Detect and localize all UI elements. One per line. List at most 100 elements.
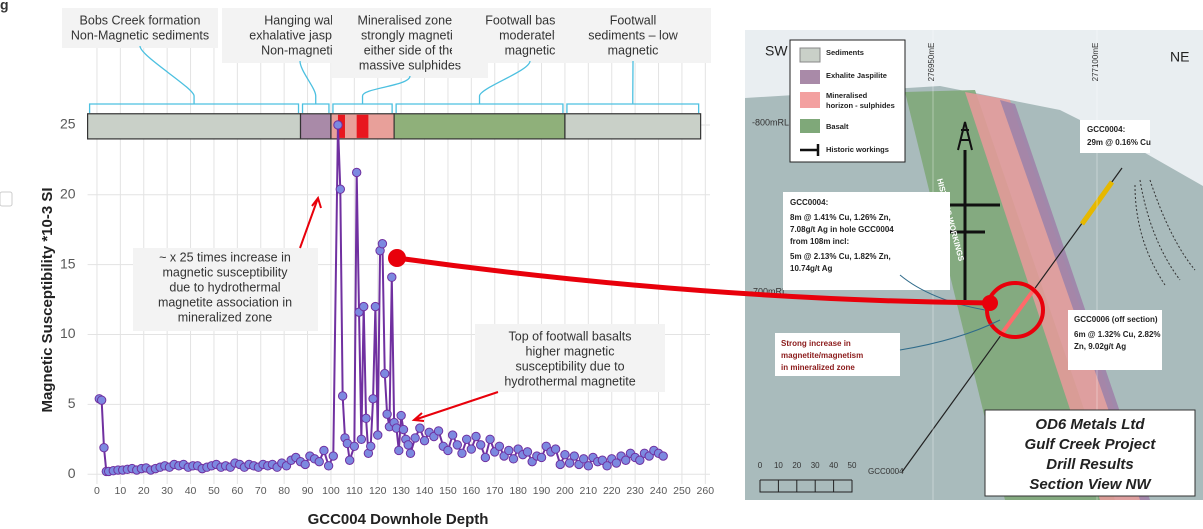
annotation-arrow — [411, 391, 499, 422]
x-tick-label: 120 — [369, 485, 387, 497]
section-title: Gulf Creek Project — [1025, 436, 1157, 453]
callout-text: 7.08g/t Ag in hole GCC0004 — [790, 225, 894, 234]
basalt-band — [905, 90, 1115, 500]
direction-label: SW — [765, 43, 788, 59]
legend-label: Exhalite Jaspilite — [826, 71, 887, 80]
callout-text: magnetite/magnetism — [781, 351, 863, 360]
x-tick-label: 180 — [509, 485, 527, 497]
data-point — [382, 409, 392, 419]
data-point — [398, 424, 409, 435]
y-tick-label: 20 — [60, 186, 76, 202]
zone-label: moderately — [499, 28, 562, 42]
data-point — [560, 449, 570, 460]
y-tick-label: 5 — [68, 395, 76, 411]
y-tick-label: 0 — [68, 465, 76, 481]
y-tick-label: 25 — [60, 116, 76, 132]
zone-label-box — [555, 8, 711, 63]
annotation-text: Top of footwall basalts — [509, 329, 632, 343]
data-point — [578, 454, 589, 464]
data-point — [319, 445, 329, 456]
data-point — [508, 454, 519, 464]
x-tick-label: 140 — [416, 485, 434, 497]
x-tick-label: 90 — [302, 485, 314, 497]
data-point — [410, 433, 420, 443]
callout-text: 6m @ 1.32% Cu, 2.82% — [1074, 330, 1161, 339]
data-point — [415, 423, 425, 433]
data-point — [387, 272, 397, 282]
data-point — [602, 461, 612, 471]
data-point — [361, 413, 371, 424]
rl-label: -700mRL — [750, 286, 787, 296]
zone-label: Footwall basalts — [485, 13, 575, 27]
connector-end — [388, 249, 406, 267]
side-handle — [0, 191, 13, 207]
callout-box — [1068, 310, 1162, 370]
data-point — [405, 448, 416, 458]
zone-label: either side of the — [364, 43, 456, 57]
sulphide-interval — [356, 114, 369, 138]
scale-label: 0 — [758, 461, 763, 470]
zone-bar — [393, 113, 566, 140]
legend-label: Mineralised — [826, 91, 868, 100]
x-tick-label: 190 — [533, 485, 551, 497]
zone-brace — [299, 60, 330, 113]
data-point — [351, 167, 362, 178]
section-title: OD6 Metals Ltd — [1035, 416, 1145, 433]
data-point — [366, 441, 376, 451]
data-point — [96, 395, 107, 405]
callout-text: Strong increase in — [781, 339, 851, 348]
callout-text: from 108m incl: — [790, 237, 849, 246]
section-diagram: SW NE 276950mE 277100mE -800mRL -700mRL … — [745, 30, 1203, 500]
zone-label: Mineralised zone – — [358, 13, 463, 27]
data-point — [373, 430, 383, 440]
x-tick-label: 110 — [346, 485, 363, 497]
easting-label: 276950mE — [927, 43, 936, 82]
zone-label: exhalative jaspilite — [249, 28, 350, 42]
data-point — [635, 455, 645, 465]
data-point — [349, 441, 360, 451]
data-point — [333, 120, 343, 130]
data-point — [419, 435, 430, 446]
annotation-text: hydrothermal magnetite — [504, 374, 635, 388]
data-point — [452, 440, 462, 450]
x-tick-label: 170 — [486, 485, 504, 497]
annotation-arrow — [299, 195, 322, 249]
zone-brace — [332, 75, 411, 113]
legend-swatch — [799, 47, 821, 63]
legend-label: Historic workings — [826, 145, 889, 154]
annotation-text: magnetite association in — [158, 295, 292, 309]
callout-box — [775, 333, 900, 376]
y-tick-label: 15 — [60, 255, 76, 271]
easting-label: 277100mE — [1091, 43, 1100, 82]
data-point — [461, 434, 472, 444]
headframe — [957, 121, 973, 151]
callout-box — [1080, 120, 1150, 153]
callout-box — [783, 192, 950, 290]
data-point — [443, 445, 453, 456]
chart: Magnetic Susceptibility *10-3 SI GCC004 … — [20, 0, 738, 529]
data-point — [611, 458, 622, 468]
legend-swatch — [800, 119, 820, 133]
callout-text: Zn, 9.02g/t Ag — [1074, 342, 1126, 351]
zone-label: Non-magnetic — [261, 43, 339, 57]
data-point — [337, 391, 348, 401]
rl-label: -800mRL — [752, 117, 789, 127]
section-title: Drill Results — [1046, 456, 1134, 473]
callout-text: GCC0004: — [1087, 125, 1125, 134]
data-point — [471, 431, 481, 442]
data-point — [621, 455, 631, 465]
zone-label: massive sulphides — [359, 58, 461, 72]
annotation-text: higher magnetic — [526, 344, 615, 358]
data-point — [457, 448, 467, 458]
annotation-text: due to hydrothermal — [169, 280, 280, 294]
figure-label: g — [0, 0, 9, 13]
y-axis-title: Magnetic Susceptibility *10-3 SI — [39, 187, 56, 412]
scale-label: 50 — [848, 461, 857, 470]
legend-label: Sediments — [826, 48, 864, 57]
drill-interval — [998, 286, 1037, 338]
legend-swatch — [800, 70, 820, 84]
data-point — [323, 461, 334, 471]
x-tick-label: 10 — [115, 485, 127, 497]
x-tick-label: 210 — [580, 485, 598, 497]
